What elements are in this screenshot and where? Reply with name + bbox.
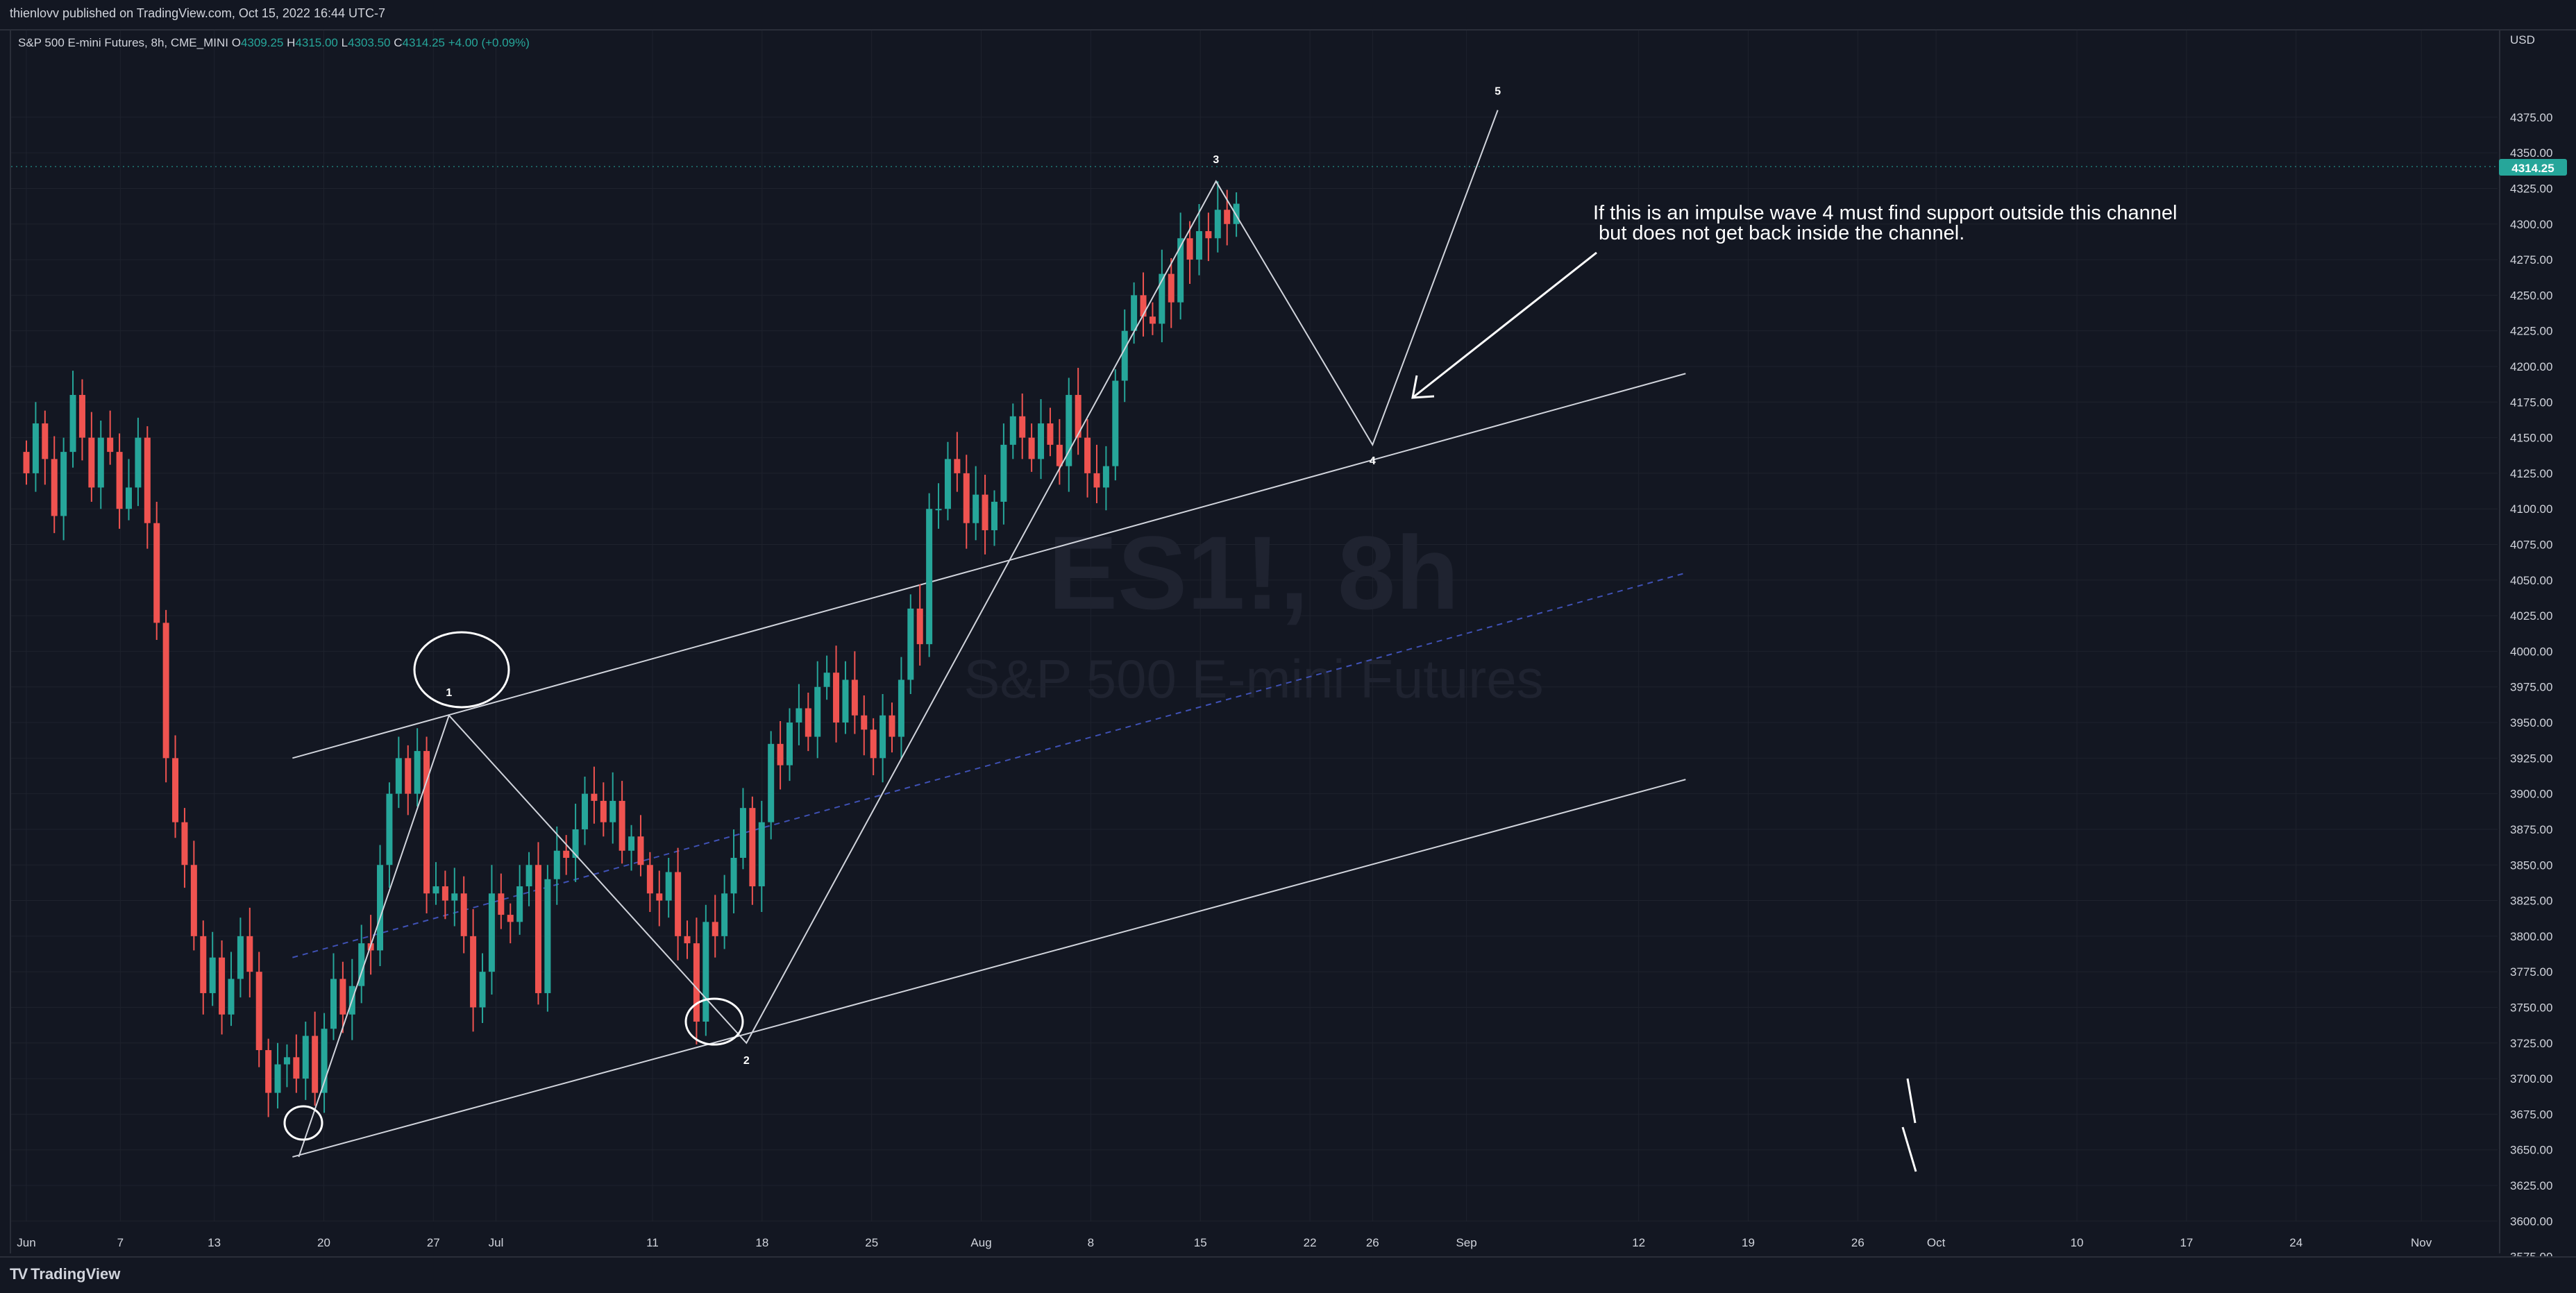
price-tick-label: 3950.00 (2510, 716, 2552, 729)
publish-header: thienlovv published on TradingView.com, … (0, 0, 2576, 31)
legend-low-label: L (341, 36, 348, 49)
price-tick-label: 4150.00 (2510, 432, 2552, 445)
price-tick-label: 4275.00 (2510, 253, 2552, 267)
price-tick-label: 3850.00 (2510, 859, 2552, 872)
legend-open-value: 4309.25 (240, 36, 284, 49)
price-tick-label: 3775.00 (2510, 965, 2552, 979)
price-tick-label: 3700.00 (2510, 1072, 2552, 1085)
price-tick-label: 4050.00 (2510, 574, 2552, 587)
last-price-label: 4314.25 (2511, 162, 2554, 175)
price-tick-label: 3825.00 (2510, 895, 2552, 908)
price-tick-label: 3975.00 (2510, 681, 2552, 694)
symbol-legend: S&P 500 E-mini Futures, 8h, CME_MINI O43… (18, 36, 530, 50)
price-tick-label: 3800.00 (2510, 930, 2552, 943)
legend-open-label: O (231, 36, 241, 49)
footer-bar (0, 1256, 2576, 1293)
price-tick-label: 4125.00 (2510, 467, 2552, 480)
price-tick-label: 4250.00 (2510, 289, 2552, 302)
tradingview-logo-icon: TV (10, 1265, 28, 1283)
legend-change: +4.00 (+0.09%) (448, 36, 530, 49)
price-tick-label: 4000.00 (2510, 645, 2552, 658)
tradingview-logo-text: TradingView (31, 1265, 121, 1283)
tradingview-logo[interactable]: TV TradingView (10, 1265, 120, 1283)
price-axis[interactable]: USD 4375.00 4350.00 4325.00 4300.00 4275.00 4… (2510, 33, 2552, 1264)
price-tick-label: 3750.00 (2510, 1001, 2552, 1014)
price-tick-label: 4300.00 (2510, 218, 2552, 231)
price-tick-label: 4025.00 (2510, 609, 2552, 623)
price-tick-label: 4100.00 (2510, 502, 2552, 516)
price-tick-label: 4175.00 (2510, 396, 2552, 409)
price-tick-label: 4375.00 (2510, 111, 2552, 124)
legend-close-value: 4314.25 (402, 36, 445, 49)
price-tick-label: 4075.00 (2510, 539, 2552, 552)
price-tick-label: 3725.00 (2510, 1037, 2552, 1050)
price-tick-label: 3875.00 (2510, 823, 2552, 836)
legend-high-label: H (287, 36, 296, 49)
price-tick-label: 4325.00 (2510, 182, 2552, 195)
price-tick-label: 3925.00 (2510, 752, 2552, 765)
price-tick-label: 3600.00 (2510, 1215, 2552, 1228)
last-price-badge (2499, 159, 2567, 176)
price-tick-label: 3625.00 (2510, 1179, 2552, 1192)
currency-label: USD (2510, 33, 2535, 47)
price-tick-label: 3650.00 (2510, 1144, 2552, 1157)
price-tick-label: 4225.00 (2510, 325, 2552, 338)
publish-text: thienlovv published on TradingView.com, … (10, 6, 385, 20)
price-tick-label: 4200.00 (2510, 360, 2552, 373)
legend-symbol: S&P 500 E-mini Futures, 8h, CME_MINI (18, 36, 228, 49)
price-tick-label: 3900.00 (2510, 788, 2552, 801)
price-tick-label: 3675.00 (2510, 1108, 2552, 1121)
price-tick-label: 4350.00 (2510, 146, 2552, 160)
legend-high-value: 4315.00 (295, 36, 338, 49)
legend-low-value: 4303.50 (348, 36, 391, 49)
legend-close-label: C (394, 36, 403, 49)
chart-pane[interactable] (10, 29, 2500, 1253)
